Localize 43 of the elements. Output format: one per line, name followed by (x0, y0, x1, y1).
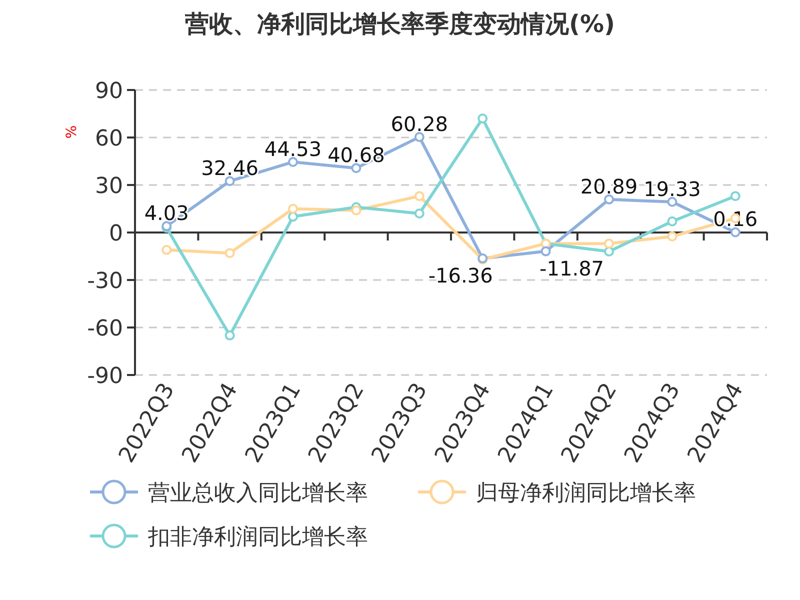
text: 19.33 (644, 176, 701, 201)
y-tick-label: -30 (87, 269, 123, 294)
text: -11.87 (540, 256, 604, 280)
y-tick-label: 0 (109, 222, 123, 246)
point (730, 227, 740, 238)
text: 40.68 (328, 143, 385, 168)
point (351, 205, 362, 216)
point (224, 176, 235, 186)
point (604, 246, 614, 256)
text: 44.53 (264, 136, 322, 161)
text: 4.03 (144, 201, 189, 226)
point (540, 246, 551, 256)
point (667, 196, 678, 207)
point (478, 114, 488, 124)
point (288, 156, 298, 167)
text: 32.46 (201, 156, 258, 180)
y-tick-label: -60 (87, 316, 123, 342)
text: 60.28 (390, 112, 448, 136)
y-axis-title: % (64, 125, 80, 139)
y-tick-label: 90 (95, 79, 123, 104)
legend-label: 扣非净利润同比增长率 (147, 525, 368, 550)
point (604, 238, 614, 249)
point (288, 204, 298, 214)
text: -16.36 (428, 263, 493, 288)
point (604, 194, 614, 204)
legend-label: 营业总收入同比增长率 (148, 481, 368, 506)
y-tick-label: 30 (95, 174, 123, 199)
point (730, 191, 740, 202)
point (667, 231, 678, 242)
chart-title: 营收、净利同比增长率季度变动情况(%) (184, 10, 615, 38)
point (224, 330, 235, 340)
point (162, 244, 172, 255)
point (414, 208, 424, 218)
legend-label: 归母净利润同比增长率 (476, 481, 696, 506)
point (288, 212, 298, 222)
point (414, 191, 424, 202)
y-tick-label: 60 (95, 126, 123, 152)
point (224, 248, 235, 258)
y-tick-label: -90 (87, 364, 123, 389)
point (667, 216, 678, 226)
point (414, 132, 424, 142)
point (351, 163, 362, 174)
text: 20.89 (580, 174, 638, 198)
